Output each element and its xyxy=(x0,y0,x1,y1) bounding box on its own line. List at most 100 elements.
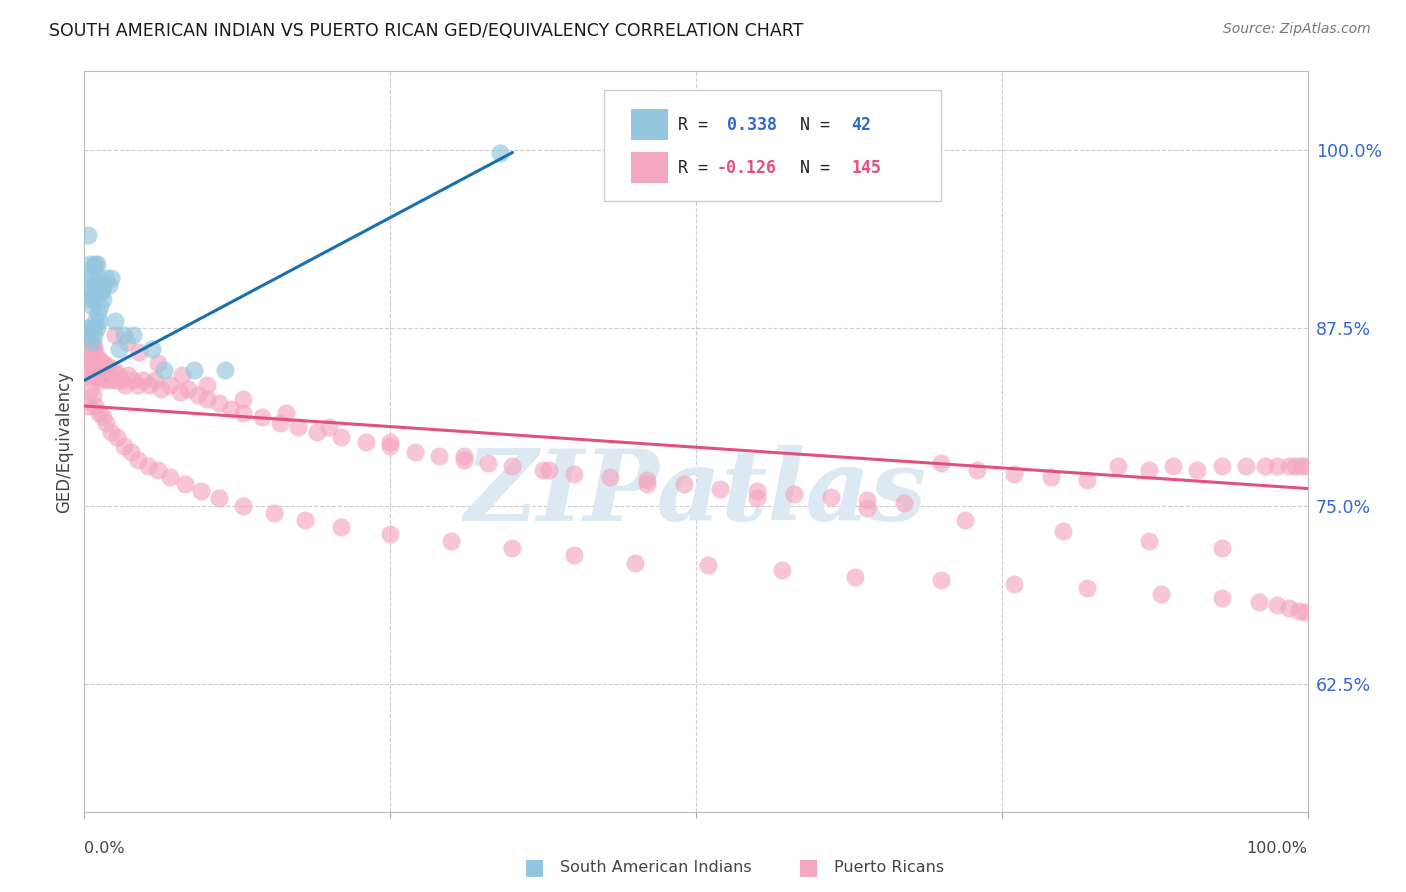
Point xyxy=(172,368,194,382)
Text: R =: R = xyxy=(678,159,717,177)
Point xyxy=(169,384,191,399)
Point xyxy=(538,463,561,477)
Point xyxy=(86,256,108,270)
Point xyxy=(86,320,108,334)
Point xyxy=(929,573,952,587)
Point xyxy=(187,387,209,401)
Point xyxy=(219,401,242,416)
Text: R =: R = xyxy=(678,116,717,134)
Point xyxy=(287,420,309,434)
Point xyxy=(1076,581,1098,595)
Text: ■: ■ xyxy=(524,857,544,877)
Point xyxy=(83,356,105,370)
Point xyxy=(132,373,155,387)
Point xyxy=(136,458,159,473)
Point xyxy=(89,353,111,368)
Point xyxy=(1291,458,1313,473)
Text: 0.0%: 0.0% xyxy=(84,841,125,856)
Point xyxy=(531,463,554,477)
Point xyxy=(232,499,254,513)
Point xyxy=(84,344,107,359)
Text: ■: ■ xyxy=(799,857,818,877)
Point xyxy=(562,549,585,563)
Point xyxy=(87,270,110,285)
Text: Source: ZipAtlas.com: Source: ZipAtlas.com xyxy=(1223,22,1371,37)
Point xyxy=(929,456,952,470)
Point xyxy=(1234,458,1257,473)
Point xyxy=(93,277,115,292)
Point xyxy=(489,145,512,160)
Point xyxy=(122,327,145,342)
Point xyxy=(1211,591,1233,606)
Point xyxy=(427,449,450,463)
Point xyxy=(83,339,105,353)
Point xyxy=(953,513,976,527)
Point xyxy=(114,377,136,392)
Point xyxy=(232,392,254,406)
Point xyxy=(115,334,138,349)
Point xyxy=(77,228,100,243)
Text: N =: N = xyxy=(800,116,839,134)
Point xyxy=(82,320,104,334)
Point xyxy=(1150,587,1173,601)
Point xyxy=(77,399,100,413)
Point xyxy=(127,453,149,467)
Point xyxy=(110,373,132,387)
Point xyxy=(183,363,205,377)
Point xyxy=(89,373,111,387)
Point xyxy=(79,382,101,396)
Point xyxy=(636,477,658,491)
Point xyxy=(214,363,236,377)
Point xyxy=(86,285,108,299)
Point xyxy=(150,382,173,396)
Point xyxy=(477,456,499,470)
Point xyxy=(83,292,105,306)
Point xyxy=(1107,458,1129,473)
Point xyxy=(263,506,285,520)
Point xyxy=(97,368,120,382)
Point xyxy=(1294,606,1316,620)
Point xyxy=(107,368,129,382)
Point xyxy=(77,327,100,342)
Point xyxy=(90,285,112,299)
Point xyxy=(501,541,523,556)
Point xyxy=(80,344,103,359)
Point xyxy=(177,382,200,396)
Point xyxy=(100,425,122,439)
Point xyxy=(82,368,104,382)
Text: N =: N = xyxy=(800,159,839,177)
Point xyxy=(1284,458,1306,473)
Point xyxy=(117,368,139,382)
Point xyxy=(173,477,195,491)
FancyBboxPatch shape xyxy=(605,90,941,201)
Point xyxy=(636,473,658,487)
Point xyxy=(672,477,695,491)
Point xyxy=(318,420,340,434)
Point xyxy=(105,430,128,444)
Point xyxy=(208,396,231,410)
Point xyxy=(96,270,118,285)
Point xyxy=(153,363,176,377)
Point xyxy=(783,487,806,501)
Point xyxy=(1002,577,1025,591)
Point xyxy=(501,458,523,473)
Point xyxy=(86,370,108,384)
Point xyxy=(893,496,915,510)
Point xyxy=(77,270,100,285)
Point xyxy=(1288,604,1310,618)
Point xyxy=(1254,458,1277,473)
Point xyxy=(84,363,107,377)
Point xyxy=(83,260,105,274)
Point xyxy=(1137,463,1160,477)
Point xyxy=(190,484,212,499)
Point xyxy=(84,313,107,327)
Point xyxy=(94,363,117,377)
Point xyxy=(138,377,160,392)
Point xyxy=(82,387,104,401)
Point xyxy=(1278,458,1301,473)
Text: South American Indians: South American Indians xyxy=(560,860,751,874)
Point xyxy=(404,444,426,458)
Point xyxy=(747,491,769,506)
Point xyxy=(112,439,135,453)
Point xyxy=(97,359,120,373)
